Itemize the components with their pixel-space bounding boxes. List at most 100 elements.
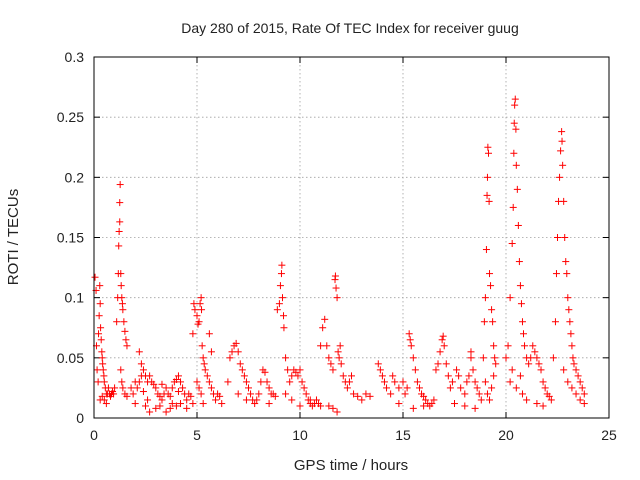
data-point	[277, 270, 285, 278]
data-point	[508, 240, 516, 248]
data-point	[432, 366, 440, 374]
data-point	[203, 372, 211, 380]
data-point	[572, 366, 580, 374]
data-point	[551, 318, 559, 326]
data-point	[325, 402, 333, 410]
data-point	[488, 384, 496, 392]
data-point	[480, 318, 488, 326]
data-point	[517, 300, 525, 308]
data-point	[333, 408, 341, 416]
data-point	[515, 258, 523, 266]
data-point	[549, 354, 557, 362]
data-point	[559, 161, 567, 169]
data-point	[389, 372, 397, 380]
data-point	[197, 390, 205, 398]
data-point	[121, 327, 129, 335]
data-point	[343, 384, 351, 392]
data-point	[486, 270, 494, 278]
data-point	[98, 354, 106, 362]
data-point	[119, 384, 127, 392]
data-point	[334, 348, 342, 356]
data-point	[451, 400, 458, 408]
data-point	[96, 300, 104, 308]
data-point	[436, 348, 444, 356]
data-point	[198, 306, 206, 314]
data-point	[195, 384, 203, 392]
data-point	[195, 318, 203, 326]
data-point	[513, 185, 521, 193]
data-point	[486, 396, 494, 404]
data-point	[413, 378, 421, 386]
data-point	[216, 392, 224, 400]
data-point	[174, 388, 182, 396]
data-point	[100, 396, 108, 404]
data-point	[166, 404, 174, 412]
data-point	[552, 270, 560, 278]
data-point	[461, 402, 469, 410]
data-point	[312, 396, 320, 404]
data-point	[99, 360, 107, 368]
data-point	[514, 221, 522, 229]
data-point	[483, 390, 491, 398]
data-point	[448, 378, 456, 386]
data-point	[512, 161, 520, 169]
data-point	[569, 354, 577, 362]
data-point	[327, 360, 335, 368]
data-point	[139, 366, 147, 374]
data-point	[565, 306, 573, 314]
data-point	[95, 330, 103, 338]
data-point	[570, 360, 578, 368]
data-point	[471, 404, 479, 412]
data-point	[374, 360, 382, 368]
data-point	[294, 372, 302, 380]
data-point	[120, 318, 128, 326]
y-tick-label: 0.1	[65, 290, 85, 306]
data-point	[190, 300, 198, 308]
data-point	[292, 368, 300, 376]
data-point	[556, 173, 564, 181]
data-point	[461, 390, 469, 398]
data-point	[541, 384, 549, 392]
data-point	[166, 392, 174, 400]
data-point	[94, 378, 102, 386]
data-point	[117, 270, 125, 278]
data-point	[518, 390, 526, 398]
data-point	[265, 400, 273, 408]
data-point	[265, 384, 273, 392]
data-point	[116, 181, 124, 189]
data-point	[547, 396, 555, 404]
data-point	[561, 234, 569, 241]
data-point	[118, 378, 126, 386]
data-point	[288, 372, 296, 380]
data-point	[296, 402, 304, 410]
data-point	[560, 197, 568, 205]
data-point	[226, 354, 234, 362]
data-point	[200, 360, 208, 368]
data-point	[273, 306, 281, 314]
data-point	[378, 372, 386, 380]
data-point	[482, 246, 490, 254]
data-point	[354, 392, 362, 400]
data-point	[564, 294, 572, 302]
data-point	[383, 384, 391, 392]
data-point	[280, 324, 288, 332]
data-point	[97, 324, 105, 332]
data-point	[263, 378, 271, 386]
x-tick-label: 20	[498, 427, 514, 443]
data-point	[111, 384, 119, 392]
data-point	[115, 242, 123, 250]
data-point	[278, 294, 286, 302]
data-point	[337, 360, 345, 368]
data-point	[104, 384, 112, 392]
data-point	[319, 324, 327, 332]
data-point	[479, 354, 487, 362]
data-point	[525, 360, 533, 368]
data-point	[207, 348, 215, 356]
data-point	[576, 378, 584, 386]
data-point	[183, 396, 191, 404]
x-tick-label: 15	[395, 427, 411, 443]
data-point	[282, 390, 290, 398]
data-point	[96, 282, 104, 290]
data-point	[139, 388, 147, 396]
data-point	[199, 354, 207, 362]
